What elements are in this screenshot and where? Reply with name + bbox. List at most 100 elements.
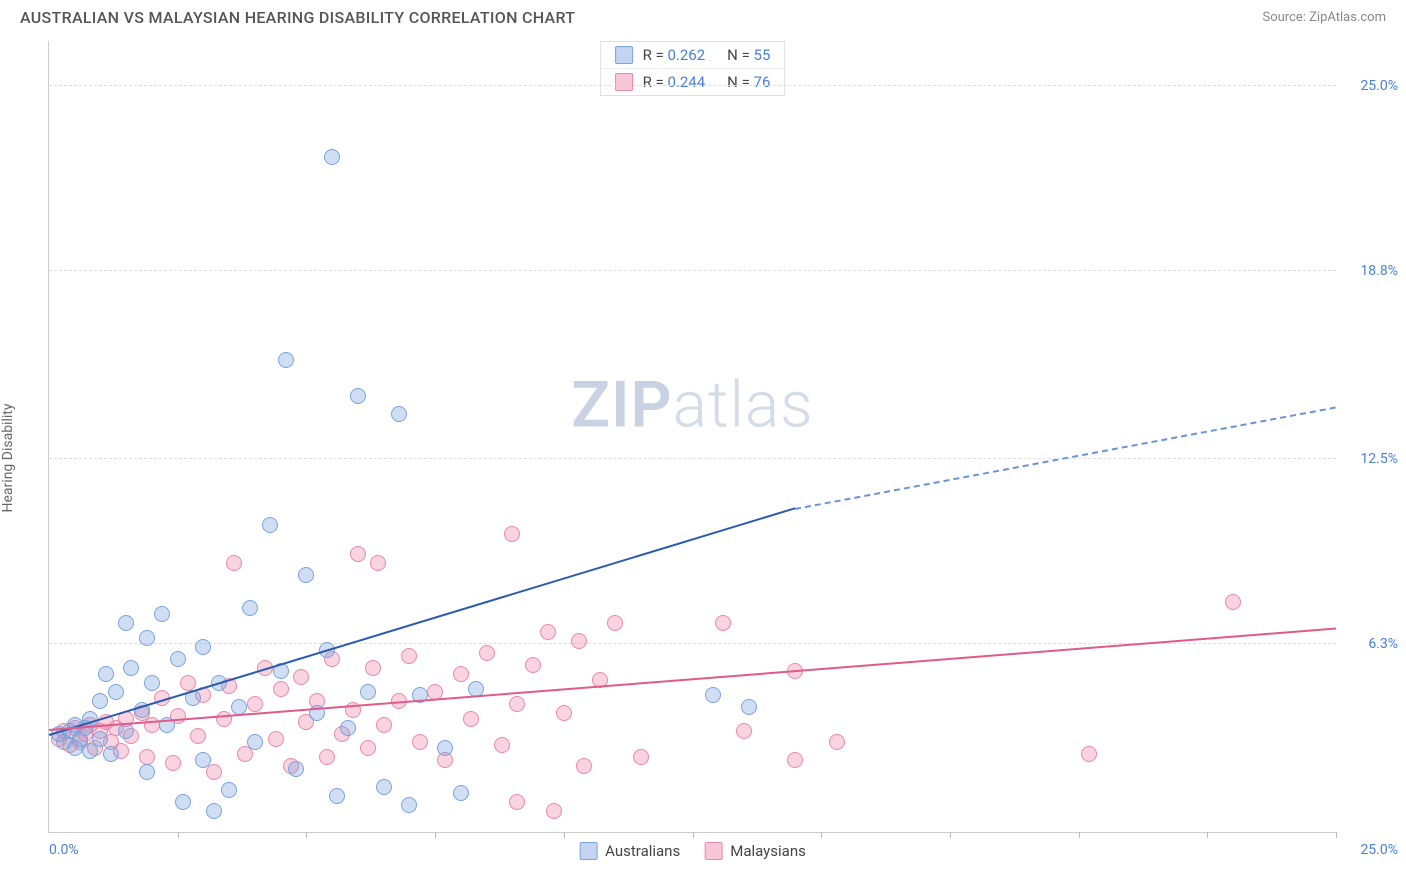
chart-source: Source: ZipAtlas.com: [1262, 10, 1386, 25]
malaysians-point: [370, 555, 386, 571]
malaysians-point: [525, 657, 541, 673]
x-tick: [306, 832, 307, 838]
australians-point: [705, 687, 721, 703]
malaysians-point: [546, 803, 562, 819]
australians-point: [278, 352, 294, 368]
legend-swatch: [579, 842, 597, 860]
malaysians-point: [190, 728, 206, 744]
legend-row: R = 0.262N = 55: [601, 42, 785, 68]
y-tick-label: 6.3%: [1368, 636, 1398, 652]
australians-point: [360, 684, 376, 700]
source-link[interactable]: ZipAtlas.com: [1309, 10, 1386, 25]
malaysians-point: [350, 546, 366, 562]
legend-swatch: [615, 46, 633, 64]
australians-point: [453, 785, 469, 801]
malaysians-point: [509, 696, 525, 712]
australians-point: [221, 782, 237, 798]
x-tick: [1079, 832, 1080, 838]
australians-point: [139, 764, 155, 780]
malaysians-point: [829, 734, 845, 750]
legend-row: R = 0.244N = 76: [601, 68, 785, 95]
malaysians-point: [226, 555, 242, 571]
x-tick: [1336, 832, 1337, 838]
chart-header: AUSTRALIAN VS MALAYSIAN HEARING DISABILI…: [0, 0, 1406, 33]
australians-point: [103, 746, 119, 762]
malaysians-point: [576, 758, 592, 774]
y-tick-label: 25.0%: [1360, 78, 1398, 94]
australians-point: [195, 752, 211, 768]
y-tick-label: 18.8%: [1360, 263, 1398, 279]
malaysians-point: [715, 615, 731, 631]
malaysians-point: [273, 681, 289, 697]
series-legend-item: Australians: [579, 842, 680, 860]
x-tick: [1207, 832, 1208, 838]
australians-point: [206, 803, 222, 819]
x-tick: [693, 832, 694, 838]
malaysians-point: [736, 723, 752, 739]
australians-point: [123, 660, 139, 676]
australians-point: [92, 693, 108, 709]
legend-swatch: [704, 842, 722, 860]
australians-point: [231, 699, 247, 715]
malaysians-point: [144, 717, 160, 733]
malaysians-point: [247, 696, 263, 712]
series-legend: Australians Malaysians: [579, 842, 806, 860]
malaysians-point: [412, 734, 428, 750]
australians-point: [242, 600, 258, 616]
malaysians-point: [139, 749, 155, 765]
malaysians-point: [571, 633, 587, 649]
australians-point: [288, 761, 304, 777]
gridline: [49, 270, 1336, 271]
australians-point: [195, 639, 211, 655]
gridline: [49, 458, 1336, 459]
australians-point: [262, 517, 278, 533]
malaysians-point: [479, 645, 495, 661]
australians-point: [324, 149, 340, 165]
malaysians-point: [463, 711, 479, 727]
australians-point: [118, 615, 134, 631]
australians-point: [108, 684, 124, 700]
malaysians-point: [453, 666, 469, 682]
malaysians-point: [633, 749, 649, 765]
australians-point: [139, 630, 155, 646]
chart-title: AUSTRALIAN VS MALAYSIAN HEARING DISABILI…: [20, 8, 575, 27]
malaysians-point: [180, 675, 196, 691]
series-legend-item: Malaysians: [704, 842, 806, 860]
x-tick: [178, 832, 179, 838]
malaysians-point: [360, 740, 376, 756]
australians-point: [741, 699, 757, 715]
malaysians-point: [401, 648, 417, 664]
x-tick: [435, 832, 436, 838]
plot-area: ZIPatlas R = 0.262N = 55R = 0.244N = 76 …: [48, 41, 1336, 833]
malaysians-point: [556, 705, 572, 721]
malaysians-point: [509, 794, 525, 810]
y-tick-label: 12.5%: [1360, 451, 1398, 467]
watermark: ZIPatlas: [571, 367, 813, 442]
correlation-legend: R = 0.262N = 55R = 0.244N = 76: [600, 41, 786, 96]
x-axis-min-label: 0.0%: [49, 842, 79, 858]
x-axis-max-label: 25.0%: [1360, 842, 1398, 858]
australians-point: [170, 651, 186, 667]
malaysians-point: [216, 711, 232, 727]
malaysians-point: [165, 755, 181, 771]
australians-point: [391, 406, 407, 422]
series-legend-label: Malaysians: [730, 842, 806, 860]
x-tick: [821, 832, 822, 838]
x-tick: [950, 832, 951, 838]
malaysians-point: [293, 669, 309, 685]
australians-point: [154, 606, 170, 622]
australians-point: [144, 675, 160, 691]
malaysians-point: [365, 660, 381, 676]
malaysians-point: [1081, 746, 1097, 762]
x-tick: [564, 832, 565, 838]
series-legend-label: Australians: [605, 842, 680, 860]
malaysians-point: [504, 526, 520, 542]
malaysians-point: [494, 737, 510, 753]
australians-point: [350, 388, 366, 404]
malaysians-point: [319, 749, 335, 765]
gridline: [49, 85, 1336, 86]
malaysians-point: [607, 615, 623, 631]
malaysians-point: [268, 731, 284, 747]
malaysians-point: [376, 717, 392, 733]
australians-point: [329, 788, 345, 804]
